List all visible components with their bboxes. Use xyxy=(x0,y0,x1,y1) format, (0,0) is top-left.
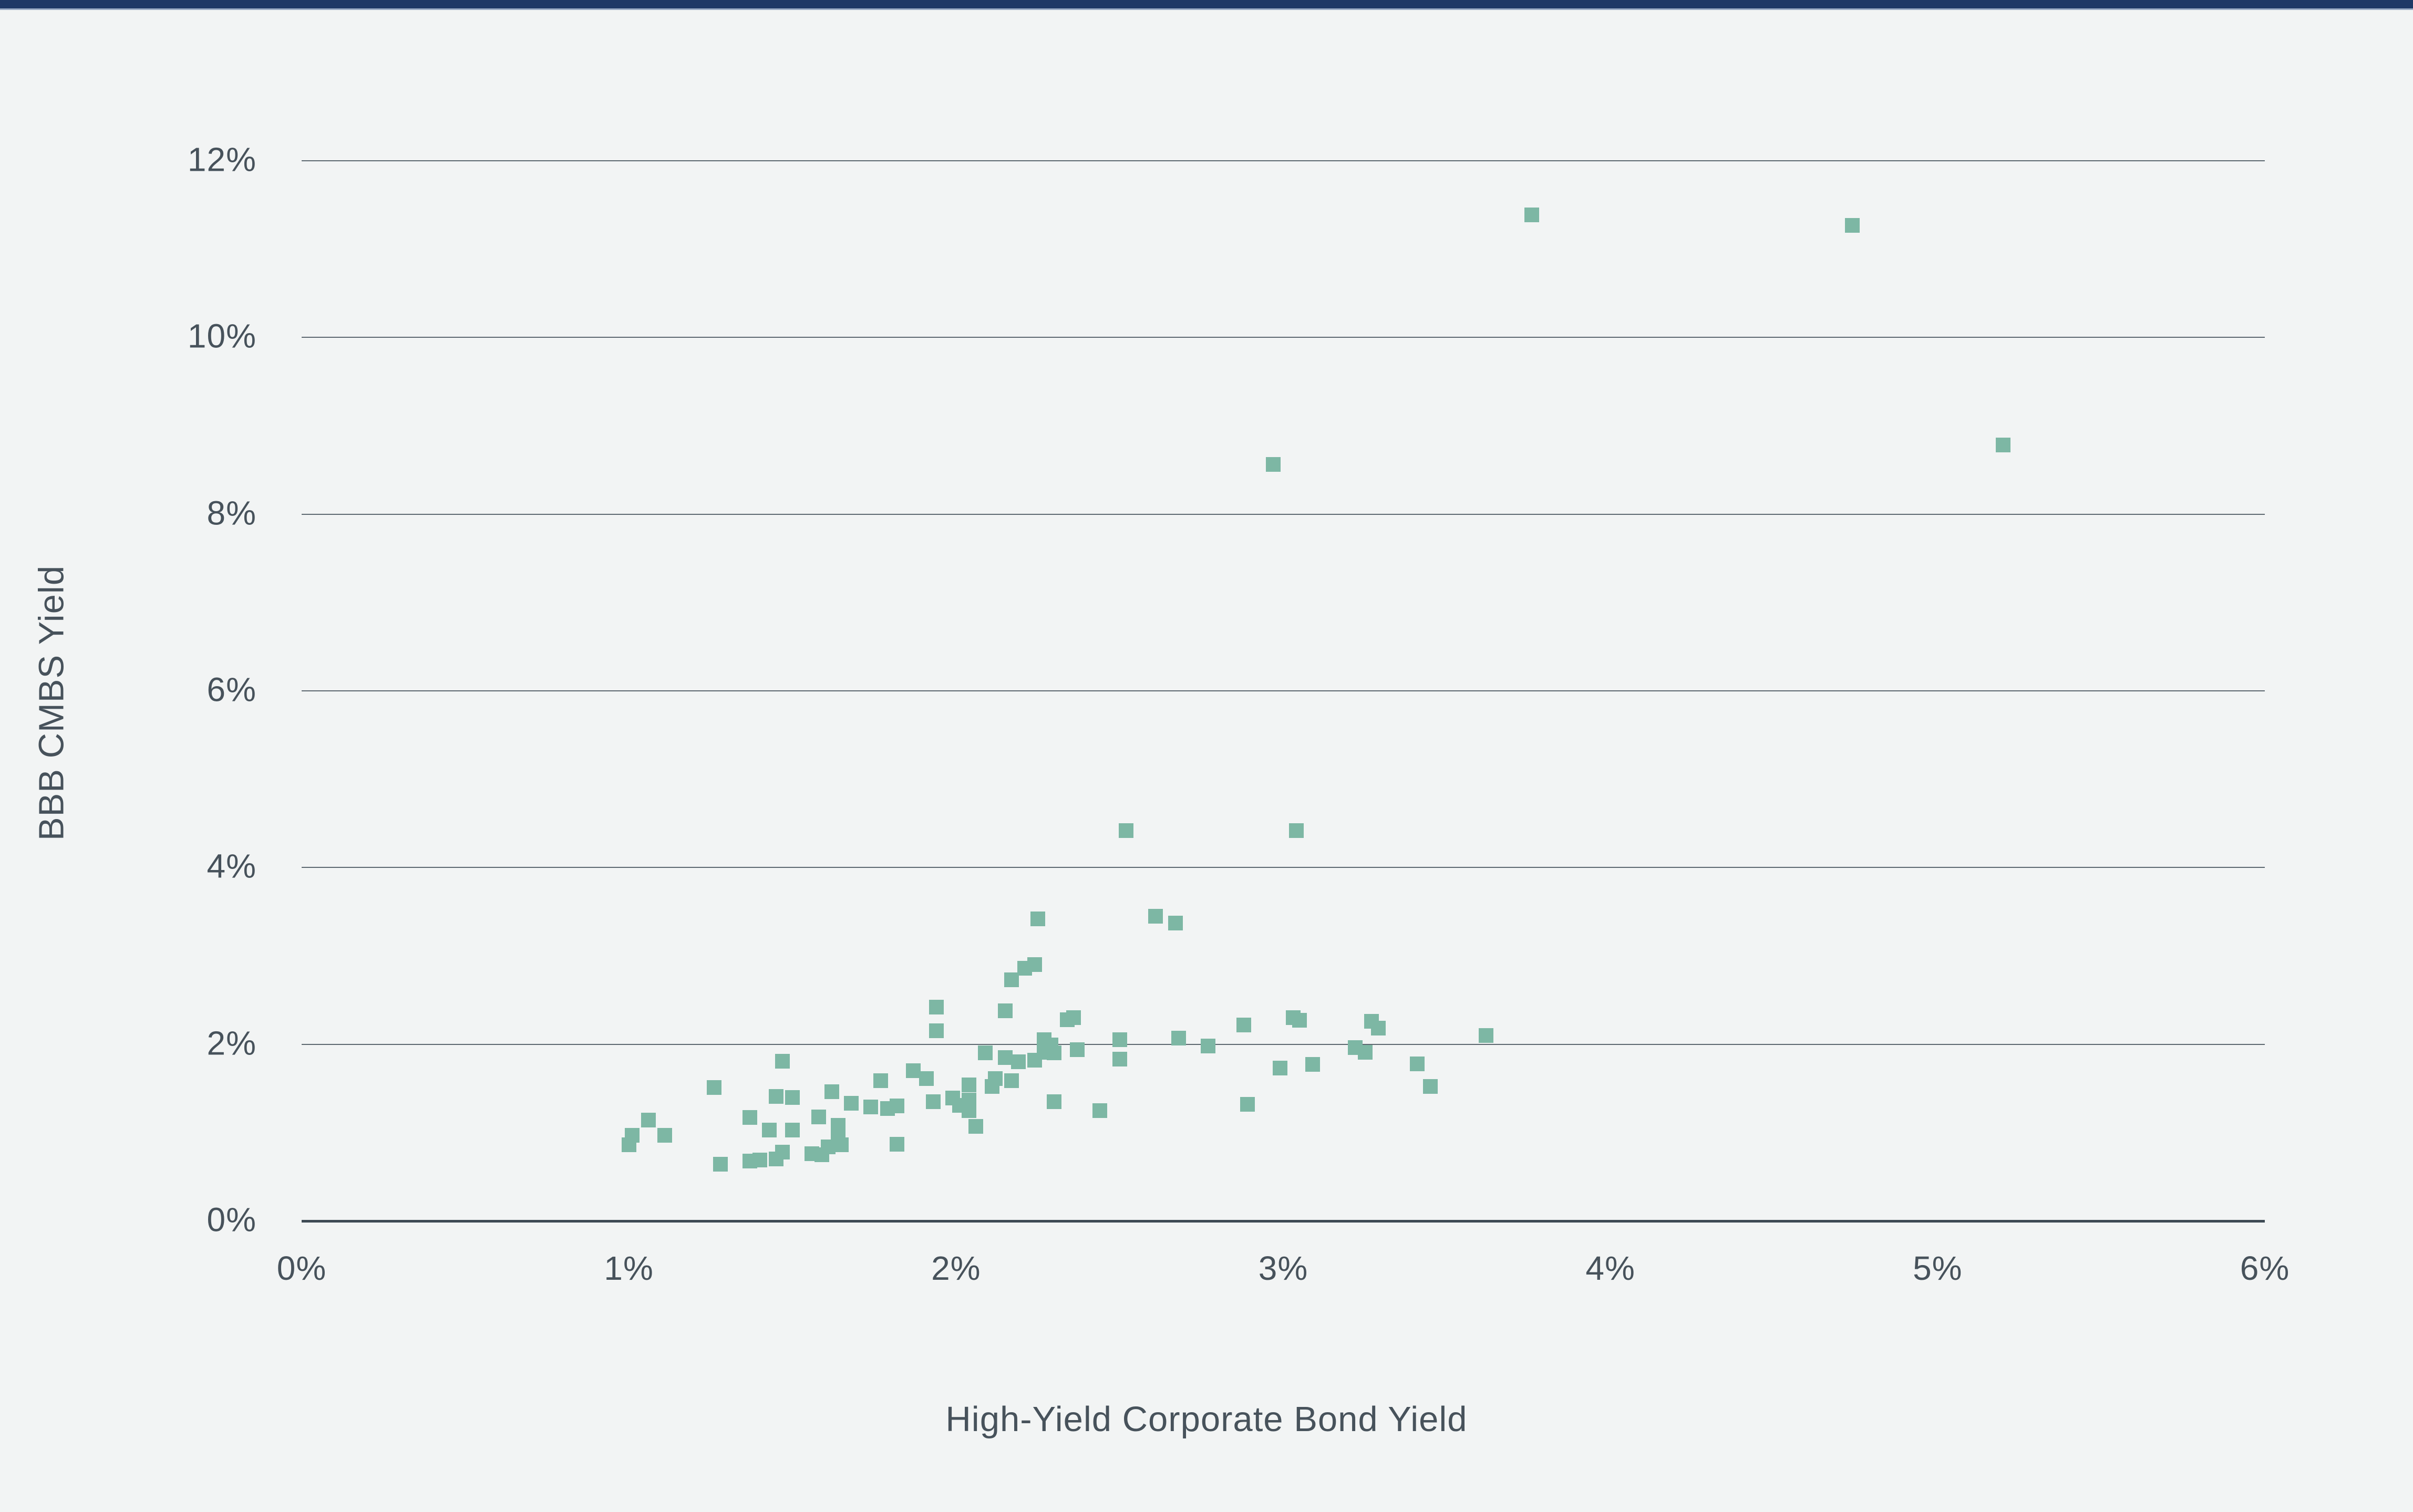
data-point xyxy=(929,1023,944,1039)
data-point xyxy=(1240,1097,1255,1112)
data-point xyxy=(775,1144,790,1159)
data-point xyxy=(1069,1042,1085,1057)
gridline-y12 xyxy=(302,160,2265,161)
data-point xyxy=(1047,1045,1062,1061)
data-point xyxy=(1524,207,1540,222)
data-point xyxy=(890,1099,905,1114)
y-axis-title: BBB CMBS Yield xyxy=(32,565,71,841)
x-tick-label: 6% xyxy=(2240,1249,2290,1287)
y-tick-label: 4% xyxy=(207,847,256,885)
data-point xyxy=(1305,1057,1321,1072)
gridline-y4 xyxy=(302,867,2265,868)
top-accent-bar xyxy=(0,0,2413,8)
data-point xyxy=(919,1071,934,1086)
data-point xyxy=(1236,1017,1252,1032)
data-point xyxy=(785,1122,800,1137)
data-point xyxy=(762,1122,777,1137)
x-tick-label: 2% xyxy=(931,1249,981,1287)
y-tick-label: 6% xyxy=(207,670,256,709)
data-point xyxy=(997,1050,1013,1065)
data-point xyxy=(621,1137,636,1153)
data-point xyxy=(962,1078,977,1093)
data-point xyxy=(1017,961,1033,976)
data-point xyxy=(1292,1013,1307,1028)
data-point xyxy=(785,1090,800,1105)
data-point xyxy=(1004,1073,1019,1088)
data-point xyxy=(925,1094,941,1109)
data-point xyxy=(775,1053,790,1069)
data-point xyxy=(1092,1103,1108,1118)
gridline-y8 xyxy=(302,513,2265,515)
data-point xyxy=(1288,823,1304,838)
data-point xyxy=(997,1003,1013,1018)
data-point xyxy=(863,1100,879,1115)
data-point xyxy=(1010,1054,1026,1070)
data-point xyxy=(831,1131,846,1146)
data-point xyxy=(1266,457,1281,472)
data-point xyxy=(641,1113,656,1128)
data-point xyxy=(1200,1039,1215,1054)
data-point xyxy=(1112,1052,1127,1067)
data-point xyxy=(1004,972,1019,987)
data-point xyxy=(811,1109,826,1124)
gridline-y2 xyxy=(302,1043,2265,1045)
data-point xyxy=(1066,1010,1081,1026)
data-point xyxy=(1047,1094,1062,1109)
data-point xyxy=(1410,1056,1425,1071)
data-point xyxy=(1845,218,1860,233)
data-point xyxy=(1995,438,2010,453)
data-point xyxy=(824,1084,839,1100)
x-axis-title: High-Yield Corporate Bond Yield xyxy=(945,1400,1468,1439)
x-tick-label: 4% xyxy=(1585,1249,1635,1287)
data-point xyxy=(906,1063,921,1079)
data-point xyxy=(743,1110,758,1125)
y-tick-label: 12% xyxy=(187,140,256,179)
data-point xyxy=(1119,823,1134,838)
data-point xyxy=(962,1092,977,1107)
data-point xyxy=(1171,1030,1186,1045)
y-tick-label: 0% xyxy=(207,1200,256,1239)
data-point xyxy=(1168,916,1183,931)
gridline-y6 xyxy=(302,690,2265,691)
y-tick-label: 10% xyxy=(187,317,256,355)
data-point xyxy=(1370,1021,1386,1036)
data-point xyxy=(713,1157,728,1172)
data-point xyxy=(978,1045,993,1061)
data-point xyxy=(1479,1028,1494,1043)
data-point xyxy=(929,1000,944,1015)
x-tick-label: 1% xyxy=(604,1249,654,1287)
data-point xyxy=(706,1080,721,1095)
data-point xyxy=(657,1127,673,1143)
data-point xyxy=(873,1073,889,1088)
top-accent-bar-edge xyxy=(0,8,2413,10)
data-point xyxy=(844,1096,859,1111)
data-point xyxy=(768,1089,783,1104)
y-tick-label: 8% xyxy=(207,494,256,532)
data-point xyxy=(1030,911,1045,926)
x-tick-label: 3% xyxy=(1258,1249,1308,1287)
data-point xyxy=(968,1119,983,1134)
data-point xyxy=(1272,1061,1287,1076)
data-point xyxy=(1148,908,1163,924)
x-tick-label: 0% xyxy=(276,1249,327,1287)
data-point xyxy=(752,1152,767,1167)
x-axis-line xyxy=(302,1219,2265,1223)
data-point xyxy=(831,1118,846,1133)
gridline-y10 xyxy=(302,337,2265,338)
data-point xyxy=(1357,1044,1373,1060)
x-tick-label: 5% xyxy=(1913,1249,1963,1287)
data-point xyxy=(1423,1079,1438,1094)
data-point xyxy=(1112,1032,1127,1048)
y-tick-label: 2% xyxy=(207,1024,256,1062)
data-point xyxy=(890,1136,905,1152)
data-point xyxy=(988,1071,1003,1086)
